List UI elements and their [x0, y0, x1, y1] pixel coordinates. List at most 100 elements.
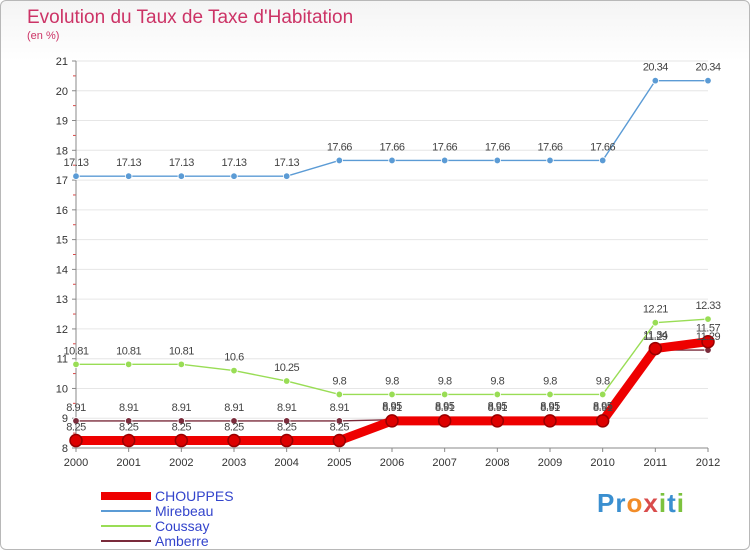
x-tick-label: 2001: [116, 457, 140, 469]
data-label-mirebeau: 17.66: [590, 141, 615, 153]
data-point-amberre: [282, 417, 291, 425]
data-point-amberre: [177, 417, 186, 425]
logo-letter: r: [615, 488, 627, 518]
legend-swatch-mirebeau: [101, 509, 151, 512]
data-label-amberre: 8.95: [435, 401, 455, 413]
data-point-chouppes: [490, 414, 505, 428]
legend-item-mirebeau: Mirebeau: [101, 502, 214, 519]
data-point-chouppes: [701, 334, 715, 349]
legend-swatch-chouppes: [101, 491, 151, 500]
data-label-amberre: 8.91: [66, 402, 86, 414]
legend-item-amberre: Amberre: [101, 532, 209, 549]
data-point-chouppes: [437, 414, 452, 428]
data-label-chouppes: 8.25: [66, 422, 86, 434]
data-point-mirebeau: [704, 76, 712, 85]
data-point-chouppes: [595, 414, 610, 428]
legend-item-coussay: Coussay: [101, 518, 209, 534]
y-tick-label: 17: [56, 175, 68, 187]
data-point-coussay: [546, 390, 554, 399]
data-point-coussay: [493, 390, 502, 399]
data-label-chouppes: 11.57: [696, 323, 721, 335]
x-tick-label: 2000: [64, 457, 88, 469]
data-label-chouppes: 8.91: [488, 402, 508, 414]
data-point-chouppes: [227, 433, 241, 448]
data-label-mirebeau: 17.13: [169, 157, 194, 169]
x-tick-label: 2011: [644, 457, 668, 469]
data-label-chouppes: 8.91: [540, 402, 560, 414]
data-point-mirebeau: [282, 172, 291, 180]
data-point-chouppes: [279, 433, 294, 448]
legend-label-amberre: Amberre: [155, 532, 209, 549]
y-tick-label: 9: [62, 413, 68, 425]
x-tick-label: 2006: [380, 457, 404, 469]
legend-swatch-coussay: [101, 524, 151, 527]
data-point-chouppes: [174, 433, 189, 448]
chart-title: Evolution du Taux de Taxe d'Habitation: [27, 7, 354, 28]
y-tick-label: 20: [56, 86, 68, 98]
data-point-chouppes: [332, 433, 347, 448]
y-tick-label: 18: [56, 145, 68, 157]
data-label-chouppes: 8.91: [435, 402, 455, 414]
data-point-coussay: [72, 360, 80, 369]
y-tick-label: 11: [57, 354, 68, 366]
series-layer: [69, 76, 715, 448]
data-label-coussay: 9.8: [596, 375, 610, 387]
data-point-coussay: [651, 318, 660, 327]
data-label-mirebeau: 17.66: [432, 141, 457, 153]
logo-letter: i: [658, 488, 668, 518]
data-label-mirebeau: 20.34: [643, 62, 668, 74]
data-point-coussay: [598, 390, 607, 399]
y-tick-label: 14: [56, 264, 68, 276]
axes: 8 9 10 11 12 13 14 15 16 17 18 19 20 21 2000 2001 2002 20…: [56, 56, 720, 469]
x-tick-label: 2002: [169, 457, 193, 469]
grid: [76, 60, 708, 449]
data-point-mirebeau: [230, 172, 238, 180]
data-label-mirebeau: 17.66: [327, 141, 352, 153]
y-tick-label: 16: [56, 205, 68, 217]
proxiti-logo: Proxiti: [597, 488, 685, 519]
data-point-mirebeau: [177, 172, 186, 180]
data-label-amberre: 8.91: [277, 402, 297, 414]
data-point-coussay: [282, 377, 291, 385]
data-label-coussay: 12.21: [643, 304, 668, 316]
legend-swatch-amberre: [101, 539, 151, 542]
data-point-mirebeau: [72, 172, 80, 180]
data-point-coussay: [440, 390, 449, 399]
data-label-mirebeau: 20.34: [695, 62, 720, 74]
data-label-coussay: 10.25: [274, 362, 299, 374]
data-label-mirebeau: 17.13: [116, 157, 141, 169]
legend-item-chouppes: CHOUPPES: [101, 488, 234, 504]
y-tick-label: 10: [56, 383, 68, 395]
x-tick-label: 2008: [485, 457, 509, 469]
logo-letter: x: [643, 488, 659, 518]
data-point-chouppes: [648, 341, 663, 356]
data-label-amberre: 8.95: [382, 401, 402, 413]
y-tick-label: 13: [56, 294, 68, 306]
data-label-amberre: 8.91: [172, 402, 192, 414]
y-tick-label: 12: [56, 324, 68, 336]
data-point-coussay: [704, 315, 712, 323]
data-point-chouppes: [543, 414, 557, 428]
y-tick-label: 21: [56, 56, 68, 68]
data-label-chouppes: 8.25: [330, 422, 350, 434]
data-point-amberre: [72, 417, 80, 425]
x-tick-label: 2007: [432, 457, 456, 469]
chart-unit-label: (en %): [27, 30, 60, 42]
data-label-amberre: 11.29: [643, 331, 668, 343]
legend-label-mirebeau: Mirebeau: [155, 502, 214, 519]
data-point-amberre: [124, 417, 133, 425]
data-point-amberre: [335, 417, 344, 425]
data-labels: 8.25 8.25 8.25 8.25 8.25 8.25 8.91 8.91 8.91 8.91…: [63, 62, 721, 434]
data-label-chouppes: 8.25: [172, 422, 192, 434]
x-tick-label: 2004: [274, 457, 298, 469]
data-point-mirebeau: [388, 156, 396, 165]
data-label-mirebeau: 17.13: [63, 157, 88, 169]
data-label-amberre: 11.29: [696, 331, 721, 343]
data-point-coussay: [335, 390, 344, 399]
data-label-coussay: 10.81: [63, 345, 88, 357]
data-point-mirebeau: [335, 156, 344, 165]
y-tick-label: 8: [62, 443, 68, 455]
x-tick-label: 2003: [222, 457, 246, 469]
data-label-mirebeau: 17.66: [379, 141, 404, 153]
